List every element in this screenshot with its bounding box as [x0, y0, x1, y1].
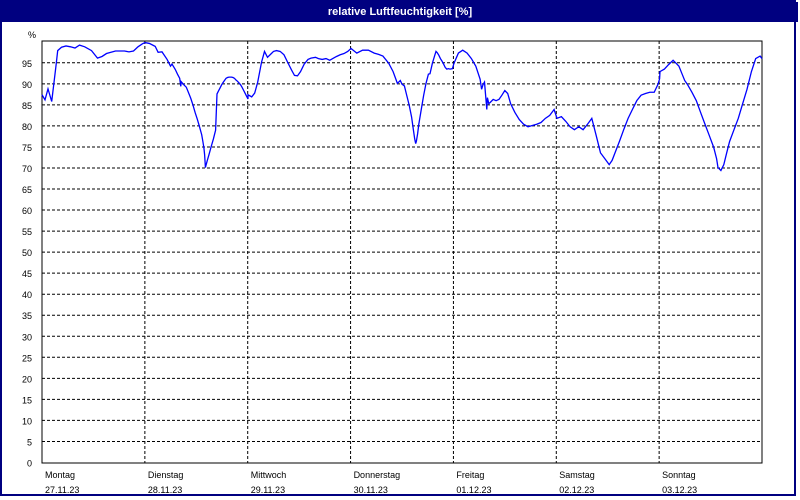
svg-text:20: 20: [22, 374, 32, 384]
svg-text:01.12.23: 01.12.23: [456, 485, 491, 495]
svg-text:Mittwoch: Mittwoch: [251, 470, 287, 480]
svg-text:27.11.23: 27.11.23: [45, 485, 79, 495]
svg-text:95: 95: [22, 59, 32, 69]
svg-text:30.11.23: 30.11.23: [354, 485, 388, 495]
svg-text:Donnerstag: Donnerstag: [354, 470, 401, 480]
svg-text:85: 85: [22, 101, 32, 111]
svg-text:%: %: [28, 30, 36, 40]
svg-text:Freitag: Freitag: [456, 470, 484, 480]
svg-text:03.12.23: 03.12.23: [662, 485, 697, 495]
svg-text:70: 70: [22, 164, 32, 174]
svg-text:55: 55: [22, 227, 32, 237]
svg-text:0: 0: [27, 459, 32, 469]
svg-text:5: 5: [27, 437, 32, 447]
svg-text:80: 80: [22, 122, 32, 132]
svg-text:15: 15: [22, 395, 32, 405]
svg-text:02.12.23: 02.12.23: [559, 485, 594, 495]
svg-text:25: 25: [22, 353, 32, 363]
svg-text:30: 30: [22, 332, 32, 342]
svg-text:60: 60: [22, 206, 32, 216]
svg-text:50: 50: [22, 248, 32, 258]
svg-text:28.11.23: 28.11.23: [148, 485, 182, 495]
svg-text:75: 75: [22, 143, 32, 153]
svg-text:29.11.23: 29.11.23: [251, 485, 285, 495]
svg-text:90: 90: [22, 80, 32, 90]
svg-text:Montag: Montag: [45, 470, 75, 480]
svg-text:10: 10: [22, 416, 32, 426]
svg-text:Dienstag: Dienstag: [148, 470, 184, 480]
svg-text:Samstag: Samstag: [559, 470, 595, 480]
svg-text:Sonntag: Sonntag: [662, 470, 696, 480]
svg-text:40: 40: [22, 290, 32, 300]
svg-text:35: 35: [22, 311, 32, 321]
svg-text:45: 45: [22, 269, 32, 279]
svg-text:65: 65: [22, 185, 32, 195]
